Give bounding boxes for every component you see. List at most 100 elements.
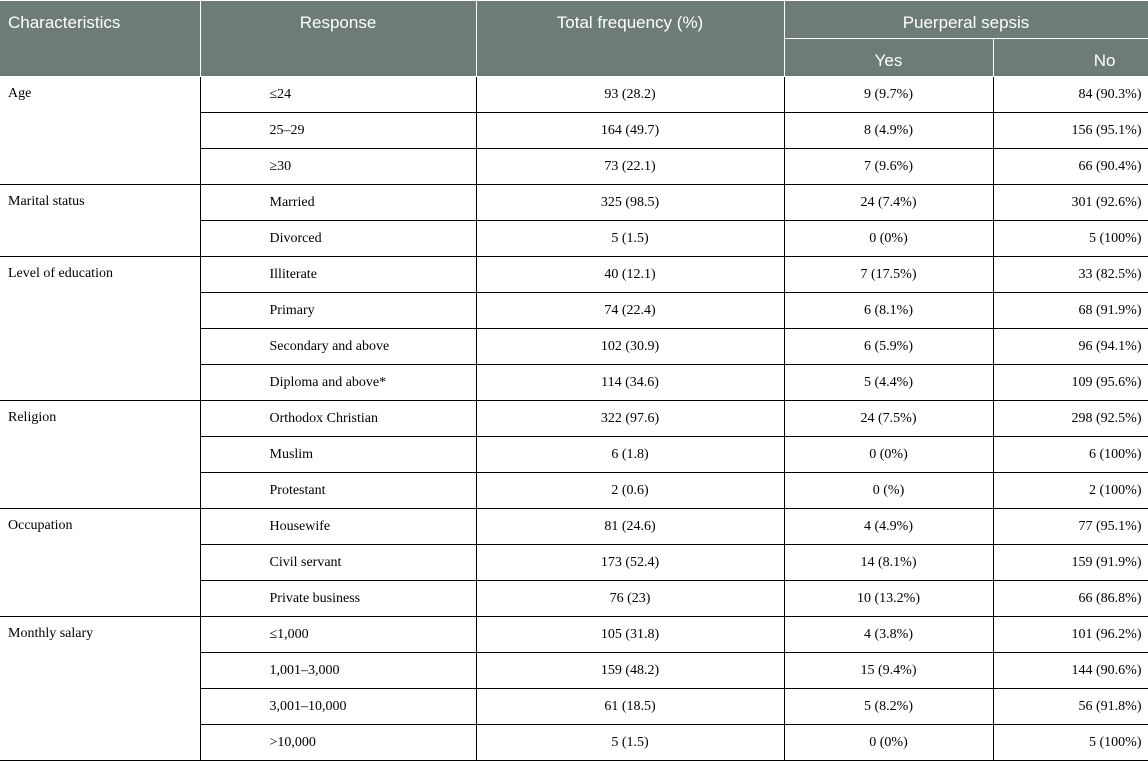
total-frequency-cell: 74 (22.4): [475, 292, 785, 329]
total-frequency-cell: 40 (12.1): [475, 256, 785, 293]
sepsis-yes-cell: 5 (8.2%): [783, 688, 994, 725]
table-row: Private business 76 (23) 10 (13.2%) 66 (86.…: [0, 580, 1148, 617]
header-total-frequency: Total frequency (%): [475, 0, 785, 77]
total-frequency-cell: 173 (52.4): [475, 544, 785, 581]
response-cell: Secondary and above: [200, 328, 477, 365]
total-frequency-cell: 159 (48.2): [475, 652, 785, 689]
total-frequency-cell: 322 (97.6): [475, 400, 785, 437]
sepsis-no-cell: 68 (91.9%): [992, 292, 1148, 329]
table-row: Religion Orthodox Christian 322 (97.6) 24 (…: [0, 400, 1148, 509]
table-row: Age ≤24 93 (28.2) 9 (9.7%) 84 (90.3%): [0, 76, 1148, 185]
table-row: >10,000 5 (1.5) 0 (0%) 5 (100%): [0, 724, 1148, 761]
characteristic-cell: Age: [0, 76, 201, 185]
sepsis-no-cell: 298 (92.5%): [992, 400, 1148, 437]
response-cell: Divorced: [200, 220, 477, 257]
table-row: Secondary and above 102 (30.9) 6 (5.9%) 96 …: [0, 328, 1148, 365]
sepsis-no-cell: 84 (90.3%): [992, 76, 1148, 113]
sepsis-no-cell: 101 (96.2%): [992, 616, 1148, 653]
table-row: Monthly salary ≤1,000 105 (31.8) 4 (3.8%) 10…: [0, 616, 1148, 761]
total-frequency-cell: 93 (28.2): [475, 76, 785, 113]
sepsis-yes-cell: 7 (17.5%): [783, 256, 994, 293]
response-cell: Private business: [200, 580, 477, 617]
table-row: Marital status Married 325 (98.5) 24 (7.4%)…: [0, 184, 1148, 257]
sepsis-no-cell: 66 (90.4%): [992, 148, 1148, 185]
sepsis-yes-cell: 6 (5.9%): [783, 328, 994, 365]
table-row: Occupation Housewife 81 (24.6) 4 (4.9%) 77 (…: [0, 508, 1148, 617]
sepsis-yes-cell: 6 (8.1%): [783, 292, 994, 329]
sepsis-no-cell: 159 (91.9%): [992, 544, 1148, 581]
response-cell: Housewife: [199, 508, 477, 545]
total-frequency-cell: 102 (30.9): [475, 328, 785, 365]
table-header: Characteristics Response Total frequency…: [0, 0, 1148, 77]
characteristic-cell: Marital status: [0, 184, 201, 257]
total-frequency-cell: 105 (31.8): [475, 616, 785, 653]
sepsis-no-cell: 96 (94.1%): [992, 328, 1148, 365]
response-cell: Primary: [200, 292, 477, 329]
table-body: Age ≤24 93 (28.2) 9 (9.7%) 84 (90.3%) 25–29 16…: [0, 76, 1148, 761]
table-row: Protestant 2 (0.6) 0 (%) 2 (100%): [0, 472, 1148, 509]
sepsis-no-cell: 109 (95.6%): [992, 364, 1148, 401]
table-row: Divorced 5 (1.5) 0 (0%) 5 (100%): [0, 220, 1148, 257]
response-cell: Illiterate: [199, 256, 477, 293]
header-characteristics: Characteristics: [0, 0, 201, 77]
table-row: 1,001–3,000 159 (48.2) 15 (9.4%) 144 (90.6%…: [0, 652, 1148, 689]
sepsis-no-cell: 77 (95.1%): [992, 508, 1148, 545]
sepsis-yes-cell: 24 (7.4%): [783, 184, 994, 221]
response-cell: >10,000: [200, 724, 477, 761]
response-cell: 1,001–3,000: [200, 652, 477, 689]
sepsis-yes-cell: 10 (13.2%): [783, 580, 994, 617]
total-frequency-cell: 6 (1.8): [475, 436, 785, 473]
total-frequency-cell: 164 (49.7): [475, 112, 785, 149]
sepsis-yes-cell: 14 (8.1%): [783, 544, 994, 581]
total-frequency-cell: 114 (34.6): [475, 364, 785, 401]
sepsis-yes-cell: 15 (9.4%): [783, 652, 994, 689]
sepsis-yes-cell: 4 (3.8%): [783, 616, 994, 653]
sepsis-yes-cell: 8 (4.9%): [783, 112, 994, 149]
sepsis-no-cell: 301 (92.6%): [992, 184, 1148, 221]
sepsis-yes-cell: 0 (0%): [783, 724, 994, 761]
response-cell: 25–29: [200, 112, 477, 149]
sepsis-no-cell: 5 (100%): [992, 220, 1148, 257]
characteristic-cell: Religion: [0, 400, 201, 509]
characteristic-cell: Level of education: [0, 256, 201, 401]
sepsis-no-cell: 5 (100%): [992, 724, 1148, 761]
response-cell: ≤1,000: [199, 616, 477, 653]
sepsis-yes-cell: 7 (9.6%): [783, 148, 994, 185]
response-cell: Diploma and above*: [200, 364, 477, 401]
total-frequency-cell: 5 (1.5): [475, 220, 785, 257]
sepsis-yes-cell: 5 (4.4%): [783, 364, 994, 401]
sepsis-yes-cell: 24 (7.5%): [783, 400, 994, 437]
sepsis-no-cell: 66 (86.8%): [992, 580, 1148, 617]
response-cell: ≥30: [200, 148, 477, 185]
sepsis-no-cell: 2 (100%): [992, 472, 1148, 509]
total-frequency-cell: 61 (18.5): [475, 688, 785, 725]
sepsis-no-cell: 56 (91.8%): [992, 688, 1148, 725]
total-frequency-cell: 81 (24.6): [475, 508, 785, 545]
sepsis-yes-cell: 0 (0%): [783, 436, 994, 473]
sepsis-yes-cell: 0 (0%): [783, 220, 994, 257]
characteristic-cell: Monthly salary: [0, 616, 201, 761]
header-yes: Yes: [784, 38, 994, 77]
header-response: Response: [199, 0, 477, 77]
sepsis-yes-cell: 4 (4.9%): [783, 508, 994, 545]
sepsis-no-cell: 6 (100%): [992, 436, 1148, 473]
sepsis-no-cell: 33 (82.5%): [992, 256, 1148, 293]
response-cell: Orthodox Christian: [199, 400, 477, 437]
response-cell: Muslim: [200, 436, 477, 473]
total-frequency-cell: 73 (22.1): [475, 148, 785, 185]
response-cell: Protestant: [200, 472, 477, 509]
header-puerperal-sepsis: Puerperal sepsis: [783, 0, 1148, 39]
table-row: Level of education Illiterate 40 (12.1) 7 (…: [0, 256, 1148, 401]
total-frequency-cell: 5 (1.5): [475, 724, 785, 761]
header-no: No: [992, 38, 1148, 77]
total-frequency-cell: 325 (98.5): [475, 184, 785, 221]
characteristic-cell: Occupation: [0, 508, 201, 617]
total-frequency-cell: 76 (23): [475, 580, 785, 617]
sepsis-yes-cell: 0 (%): [783, 472, 994, 509]
response-cell: ≤24: [199, 76, 477, 113]
response-cell: Civil servant: [200, 544, 477, 581]
sepsis-yes-cell: 9 (9.7%): [783, 76, 994, 113]
sepsis-no-cell: 156 (95.1%): [992, 112, 1148, 149]
sepsis-no-cell: 144 (90.6%): [992, 652, 1148, 689]
